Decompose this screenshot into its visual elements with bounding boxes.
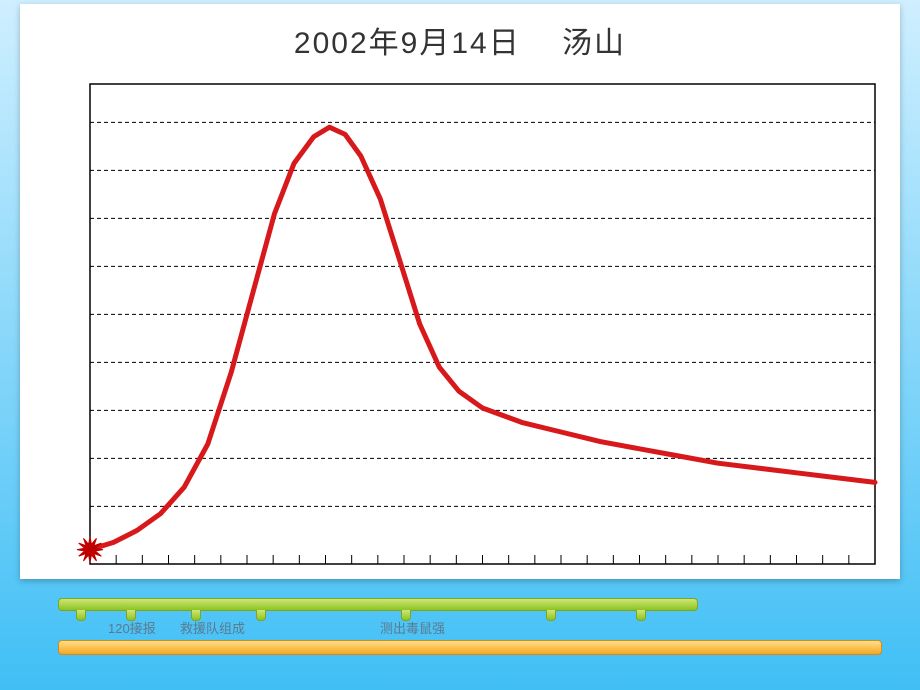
event-curve-chart: [70, 64, 895, 584]
timeline-event-label: 120接报: [108, 618, 156, 637]
timeline-bar-total: [58, 640, 882, 655]
timeline-tick-icon: [636, 610, 646, 621]
timeline-bar-progress: [58, 598, 698, 611]
timeline-tick-icon: [256, 610, 266, 621]
timeline-tick-icon: [546, 610, 556, 621]
timeline-event-label: 救援队组成: [180, 618, 245, 637]
timeline-event-label: 测出毒鼠强: [380, 618, 445, 637]
chart-title: 2002年9月14日 汤山: [0, 18, 920, 62]
explosion-star-icon: [77, 537, 103, 563]
timeline-tick-icon: [76, 610, 86, 621]
